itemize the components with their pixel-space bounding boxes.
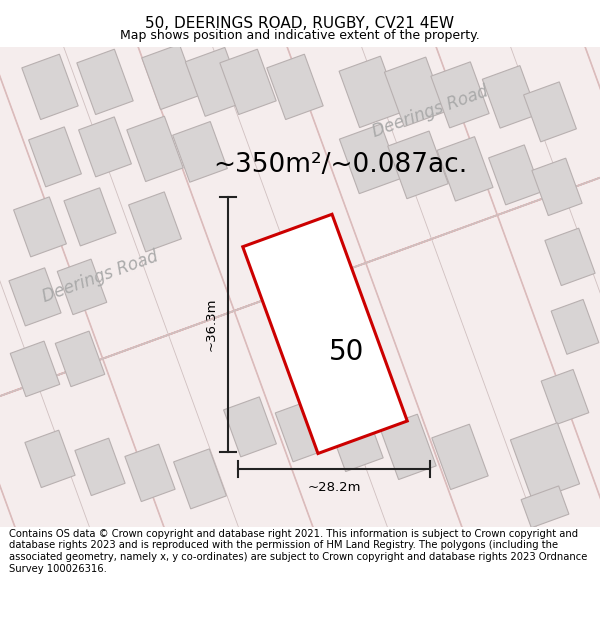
Polygon shape bbox=[385, 57, 446, 127]
Polygon shape bbox=[267, 54, 323, 119]
Text: ~36.3m: ~36.3m bbox=[205, 298, 218, 351]
Polygon shape bbox=[339, 56, 401, 128]
Polygon shape bbox=[432, 424, 488, 489]
Polygon shape bbox=[77, 49, 133, 114]
Polygon shape bbox=[125, 444, 175, 502]
Polygon shape bbox=[243, 214, 407, 454]
Polygon shape bbox=[340, 124, 401, 194]
Polygon shape bbox=[173, 121, 227, 182]
Polygon shape bbox=[127, 116, 183, 181]
Text: 50, DEERINGS ROAD, RUGBY, CV21 4EW: 50, DEERINGS ROAD, RUGBY, CV21 4EW bbox=[145, 16, 455, 31]
Polygon shape bbox=[79, 117, 131, 177]
Polygon shape bbox=[437, 137, 493, 201]
Polygon shape bbox=[75, 438, 125, 496]
Text: Deerings Road: Deerings Road bbox=[40, 248, 160, 306]
Text: Map shows position and indicative extent of the property.: Map shows position and indicative extent… bbox=[120, 29, 480, 42]
Polygon shape bbox=[29, 127, 82, 187]
Polygon shape bbox=[545, 228, 595, 286]
Text: ~28.2m: ~28.2m bbox=[307, 481, 361, 494]
Text: ~350m²/~0.087ac.: ~350m²/~0.087ac. bbox=[213, 152, 467, 178]
Polygon shape bbox=[22, 54, 78, 119]
Polygon shape bbox=[327, 406, 383, 471]
Polygon shape bbox=[220, 49, 276, 114]
Polygon shape bbox=[511, 422, 580, 501]
Text: 50: 50 bbox=[329, 338, 365, 366]
Polygon shape bbox=[541, 369, 589, 424]
Polygon shape bbox=[57, 259, 107, 314]
Text: Deerings Road: Deerings Road bbox=[370, 82, 490, 141]
Polygon shape bbox=[185, 48, 245, 116]
Text: Contains OS data © Crown copyright and database right 2021. This information is : Contains OS data © Crown copyright and d… bbox=[9, 529, 587, 574]
Polygon shape bbox=[275, 400, 329, 462]
Polygon shape bbox=[9, 268, 61, 326]
Polygon shape bbox=[14, 197, 67, 257]
Polygon shape bbox=[388, 131, 448, 199]
Polygon shape bbox=[224, 397, 277, 457]
Polygon shape bbox=[521, 486, 569, 528]
Polygon shape bbox=[128, 192, 181, 252]
Polygon shape bbox=[431, 62, 489, 128]
Polygon shape bbox=[532, 158, 582, 216]
Polygon shape bbox=[142, 44, 198, 109]
Polygon shape bbox=[64, 188, 116, 246]
Polygon shape bbox=[524, 82, 577, 142]
Polygon shape bbox=[380, 414, 436, 479]
Polygon shape bbox=[551, 299, 599, 354]
Polygon shape bbox=[55, 331, 105, 387]
Polygon shape bbox=[25, 430, 75, 488]
Polygon shape bbox=[488, 145, 541, 205]
Polygon shape bbox=[173, 449, 226, 509]
Polygon shape bbox=[10, 341, 60, 397]
Polygon shape bbox=[482, 66, 538, 128]
